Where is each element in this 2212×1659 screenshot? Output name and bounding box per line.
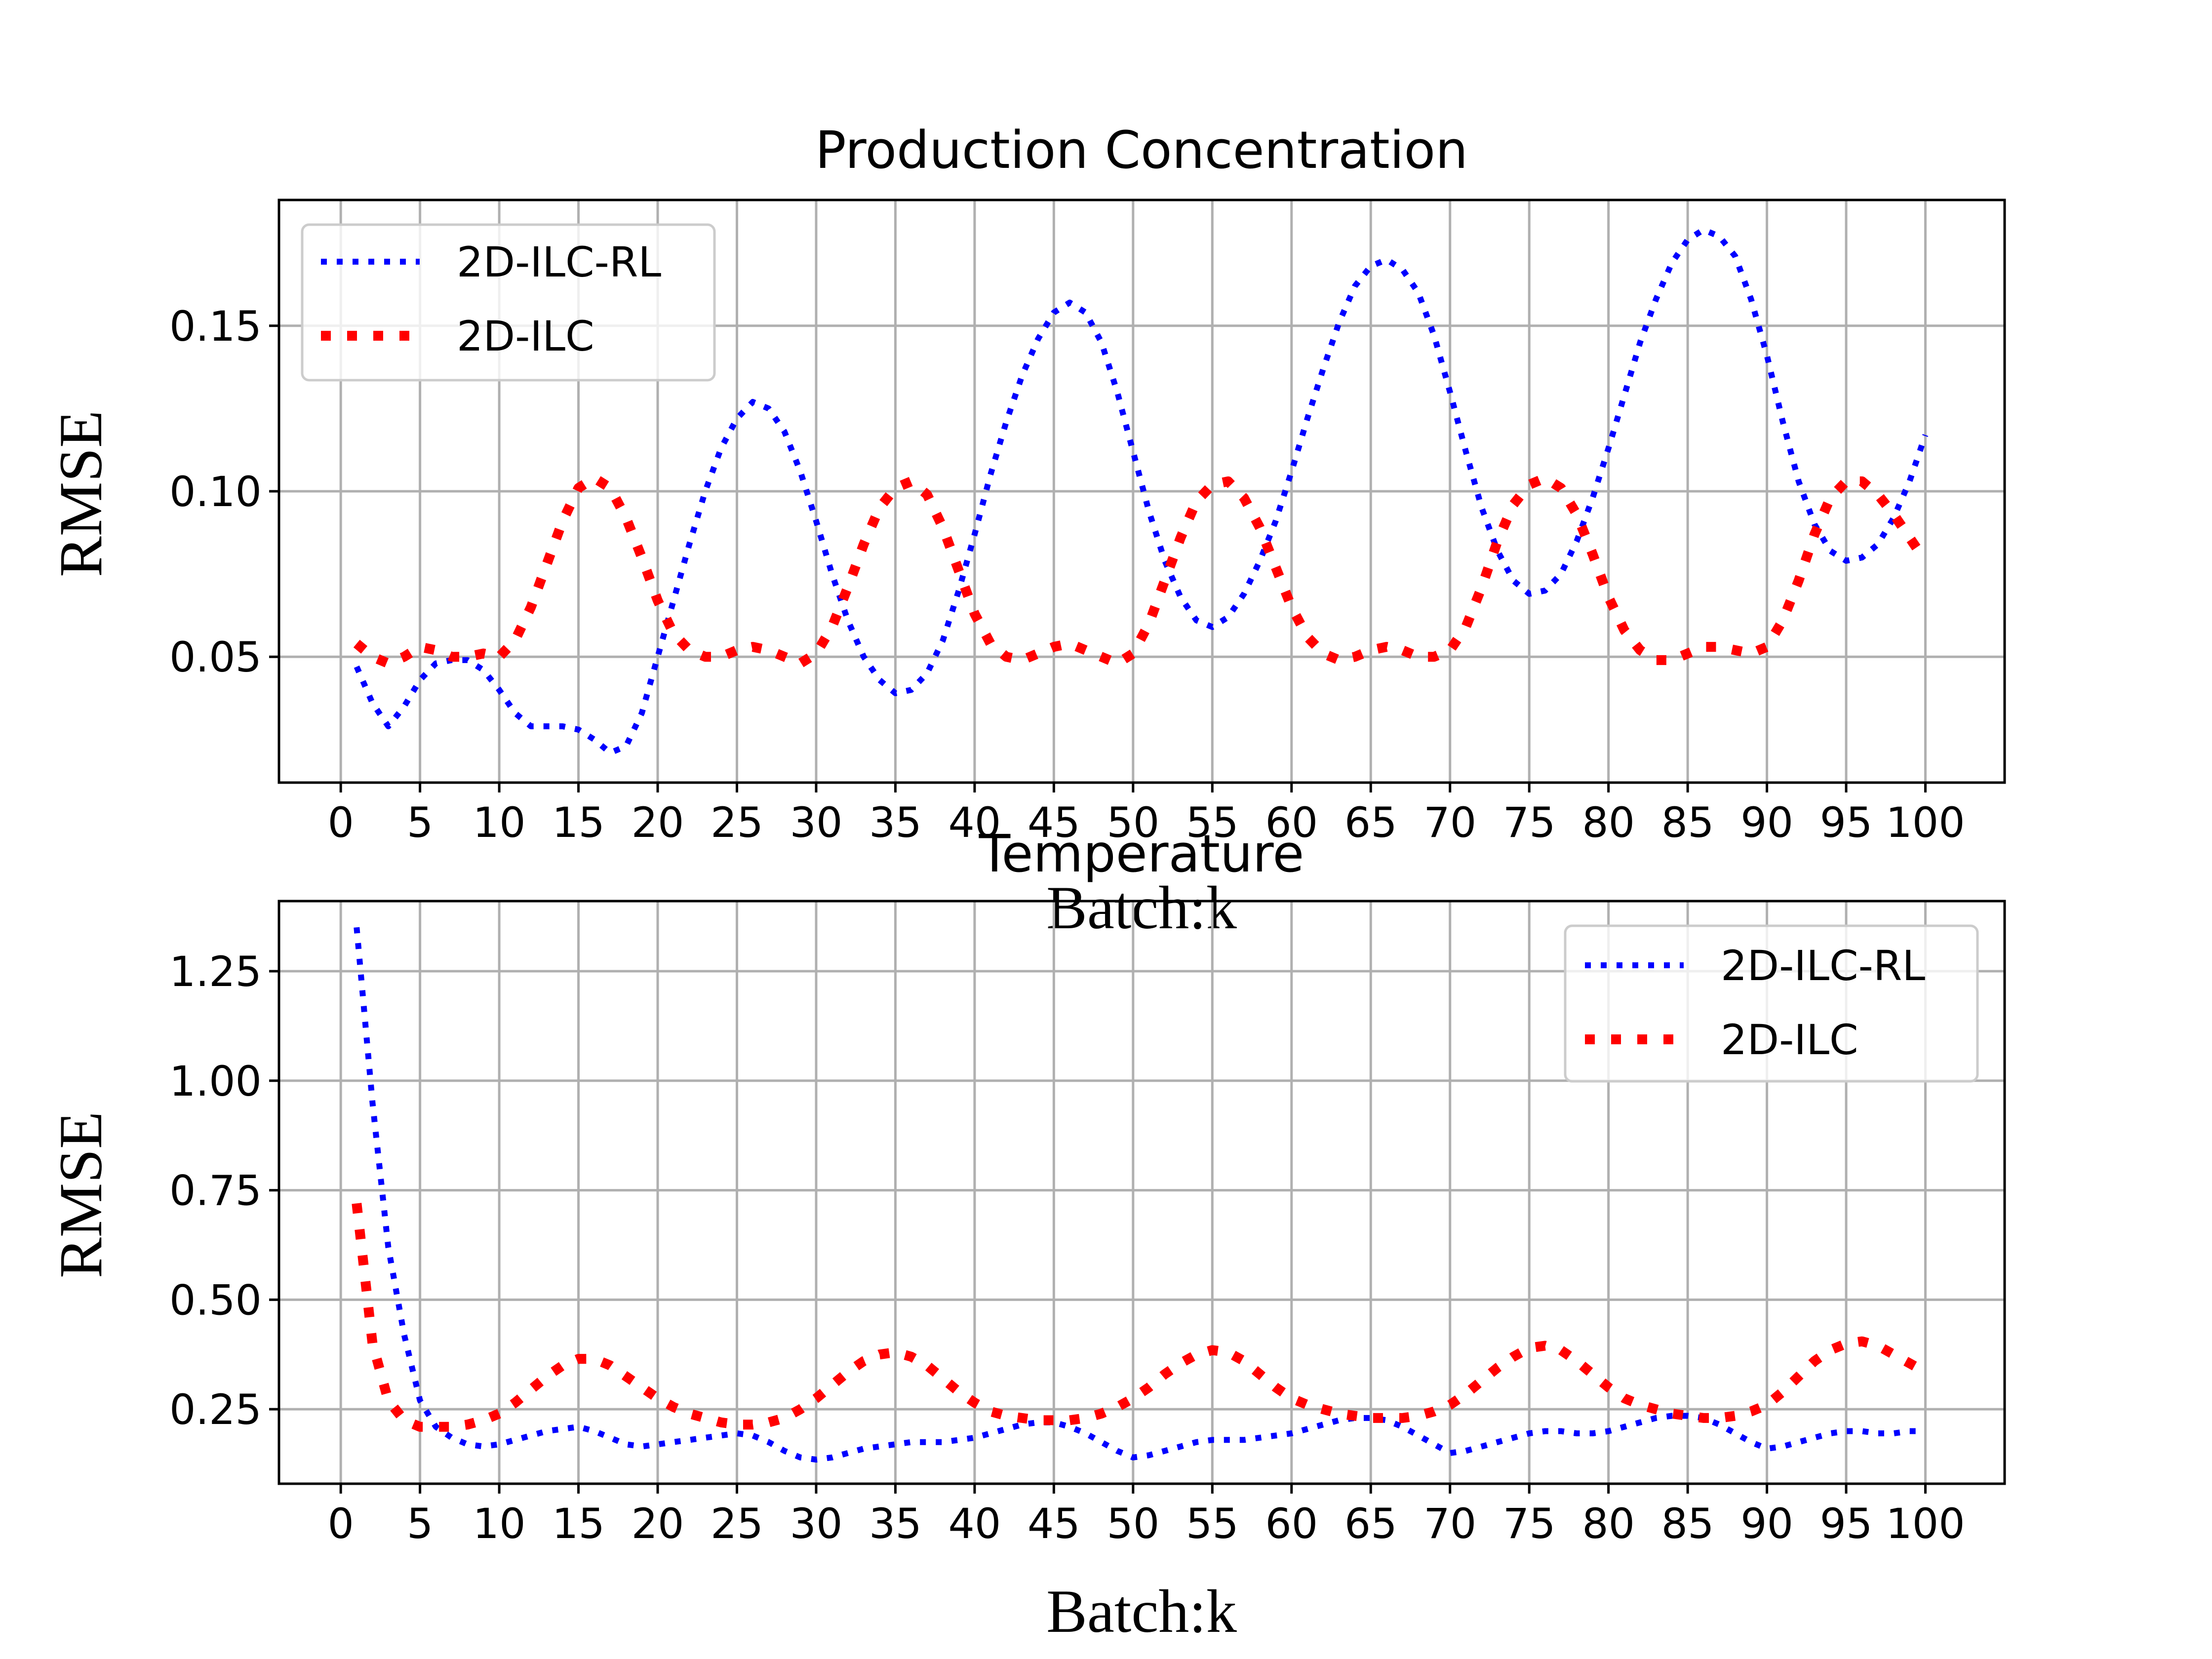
y-tick-label: 1.00 xyxy=(169,1057,262,1106)
x-tick-label: 40 xyxy=(948,1500,1001,1548)
legend-label-rl-1: 2D-ILC-RL xyxy=(1721,942,1925,990)
x-tick-label: 45 xyxy=(1027,1500,1080,1548)
x-tick-label: 65 xyxy=(1344,1500,1397,1548)
x-tick-label: 60 xyxy=(1265,1500,1318,1548)
x-tick-label: 35 xyxy=(869,1500,922,1548)
x-tick-label: 30 xyxy=(790,1500,843,1548)
x-tick-label: 85 xyxy=(1661,798,1714,847)
x-tick-label: 90 xyxy=(1740,1500,1793,1548)
x-tick-label: 45 xyxy=(1027,798,1080,847)
x-tick-label: 100 xyxy=(1886,1500,1965,1548)
x-tick-label: 80 xyxy=(1582,1500,1635,1548)
x-tick-label: 15 xyxy=(552,1500,605,1548)
x-tick-label: 70 xyxy=(1423,1500,1476,1548)
x-tick-label: 10 xyxy=(473,798,526,847)
legend-label-ilc-0: 2D-ILC xyxy=(457,312,594,360)
x-tick-label: 0 xyxy=(327,1500,354,1548)
x-axis-label-0: Batch:k xyxy=(1046,874,1237,942)
y-axis-label-0: RMSE xyxy=(47,410,115,577)
plot-frame-1 xyxy=(277,900,2006,1485)
y-axis-label-1: RMSE xyxy=(47,1111,115,1278)
x-tick-label: 90 xyxy=(1740,798,1793,847)
x-tick-label: 75 xyxy=(1503,1500,1556,1548)
x-tick-label: 50 xyxy=(1106,1500,1159,1548)
x-tick-label: 30 xyxy=(790,798,843,847)
legend-label-ilc-1: 2D-ILC xyxy=(1721,1016,1858,1064)
x-axis-label-1: Batch:k xyxy=(1046,1578,1237,1645)
x-tick-label: 95 xyxy=(1820,1500,1873,1548)
x-tick-label: 25 xyxy=(711,798,763,847)
ticks-1: 0 5 10 15 20 25 30 35 40 45 50 55 60 65 70 75 80 85 90 95 10… xyxy=(169,948,1965,1548)
x-tick-label: 0 xyxy=(327,798,354,847)
x-tick-label: 85 xyxy=(1661,1500,1714,1548)
x-tick-label: 75 xyxy=(1503,798,1556,847)
series-line-ilc xyxy=(353,473,1930,669)
x-tick-label: 65 xyxy=(1344,798,1397,847)
subplot-temperature: 0 5 10 15 20 25 30 35 40 45 50 55 60 65 70 75 80 85 90 95 10… xyxy=(47,824,2006,1645)
legend-1: 2D-ILC-RL 2D-ILC xyxy=(1564,924,1979,1083)
subplot-production-concentration: 0 5 10 15 20 25 30 35 40 45 50 55 60 65 70 75 80 85 90 95 10… xyxy=(47,120,2006,942)
x-tick-label: 70 xyxy=(1423,798,1476,847)
chart-title-1: Temperature xyxy=(979,824,1304,884)
y-tick-label: 0.50 xyxy=(169,1276,262,1324)
x-tick-label: 100 xyxy=(1886,798,1965,847)
chart-title-0: Production Concentration xyxy=(815,120,1468,180)
y-tick-label: 0.75 xyxy=(169,1167,262,1215)
x-tick-label: 80 xyxy=(1582,798,1635,847)
y-tick-label: 1.25 xyxy=(169,948,262,996)
x-tick-label: 50 xyxy=(1106,798,1159,847)
x-tick-label: 55 xyxy=(1186,1500,1239,1548)
x-tick-label: 95 xyxy=(1820,798,1873,847)
x-tick-label: 60 xyxy=(1265,798,1318,847)
y-tick-label: 0.15 xyxy=(169,302,262,351)
x-tick-label: 40 xyxy=(948,798,1001,847)
series-line-rl xyxy=(354,227,1929,756)
legend-0: 2D-ILC-RL 2D-ILC xyxy=(301,223,716,382)
y-tick-label: 0.05 xyxy=(169,633,262,681)
x-tick-label: 10 xyxy=(473,1500,526,1548)
x-tick-label: 20 xyxy=(632,1500,684,1548)
legend-label-rl-0: 2D-ILC-RL xyxy=(457,238,661,286)
y-tick-label: 0.25 xyxy=(169,1385,262,1434)
series-lines-0 xyxy=(353,227,1930,756)
x-tick-label: 5 xyxy=(407,1500,433,1548)
y-tick-label: 0.10 xyxy=(169,468,262,516)
x-tick-label: 20 xyxy=(632,798,684,847)
x-tick-label: 25 xyxy=(711,1500,763,1548)
x-tick-label: 15 xyxy=(552,798,605,847)
series-line-rl xyxy=(354,927,1926,1463)
x-tick-label: 35 xyxy=(869,798,922,847)
ticks-0: 0 5 10 15 20 25 30 35 40 45 50 55 60 65 70 75 80 85 90 95 10… xyxy=(169,302,1965,847)
series-lines-1 xyxy=(352,927,1928,1463)
x-tick-label: 5 xyxy=(407,798,433,847)
x-tick-label: 55 xyxy=(1186,798,1239,847)
